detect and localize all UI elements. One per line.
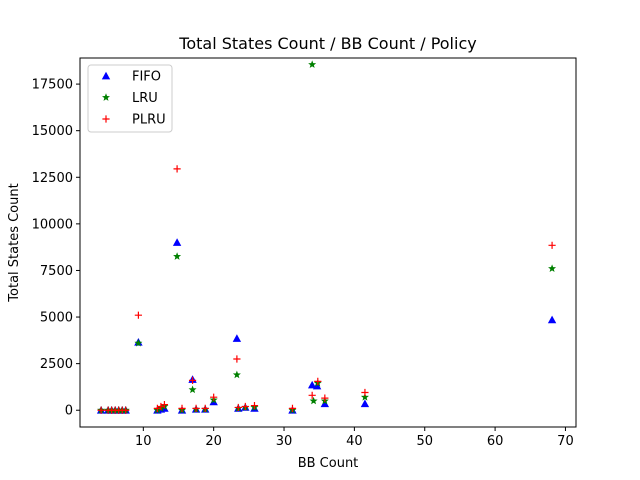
data-point-plru [314,377,322,385]
y-tick-label: 0 [65,404,73,419]
data-point-lru [173,252,182,260]
data-point-plru [134,311,142,319]
data-point-fifo [172,238,182,246]
data-point-fifo [312,381,322,390]
data-point-plru [233,355,241,363]
x-tick-label: 70 [557,434,574,449]
data-point-plru [122,406,130,414]
legend-label-fifo: FIFO [132,70,161,85]
data-point-plru [97,406,105,414]
legend-label-plru: PLRU [132,113,166,128]
data-point-lru [548,264,557,272]
y-tick-label: 5000 [40,311,73,326]
data-point-lru [232,370,241,379]
data-point-lru [134,338,143,347]
y-tick-label: 17500 [32,78,73,93]
legend: FIFO LRU PLRU [87,64,173,133]
x-tick-label: 60 [487,434,504,449]
x-axis: 10 20 30 40 50 60 70 [135,427,574,449]
data-point-lru [308,60,317,68]
data-point-plru [210,393,218,401]
data-point-fifo [307,380,317,389]
data-point-plru [234,403,242,412]
data-point-lru [360,392,369,401]
data-point-lru [188,385,197,394]
axes-frame [79,57,577,428]
data-point-plru [308,391,316,399]
data-point-plru [241,402,249,411]
x-tick-label: 20 [205,434,222,449]
series-plru [97,165,556,414]
plot-area [96,60,557,414]
chart-title: Total States Count / BB Count / Policy [178,34,476,53]
data-point-plru [201,404,209,412]
y-tick-label: 10000 [32,217,73,232]
legend-marker-plru [102,115,110,123]
data-point-plru [361,388,369,397]
legend-label-lru: LRU [132,91,158,106]
data-point-plru [192,404,200,412]
legend-marker-fifo [101,71,111,80]
x-tick-label: 40 [346,434,363,449]
data-point-fifo [360,399,370,408]
x-tick-label: 30 [276,434,293,449]
data-point-lru [309,396,318,405]
legend-box [87,64,173,133]
y-tick-label: 7500 [40,264,73,279]
y-tick-label: 15000 [32,124,73,139]
x-axis-label: BB Count [298,456,359,471]
data-point-plru [173,165,181,173]
y-axis: 0 2500 5000 7500 10000 12500 15000 17500 [32,78,80,419]
data-point-plru [250,401,259,410]
data-point-plru [548,241,556,249]
x-tick-label: 10 [135,434,152,449]
y-tick-label: 12500 [32,171,73,186]
data-point-plru [188,376,197,385]
data-point-plru [321,394,329,402]
x-tick-label: 50 [416,434,433,449]
series-fifo [96,238,557,414]
data-point-plru [160,401,169,409]
data-point-fifo [320,399,330,408]
data-point-fifo [547,315,557,324]
legend-marker-lru [102,93,110,101]
data-point-plru [178,404,186,412]
data-point-fifo [232,334,242,342]
y-axis-label: Total States Count [7,183,22,302]
y-tick-label: 2500 [40,357,73,372]
data-point-plru [288,404,297,412]
